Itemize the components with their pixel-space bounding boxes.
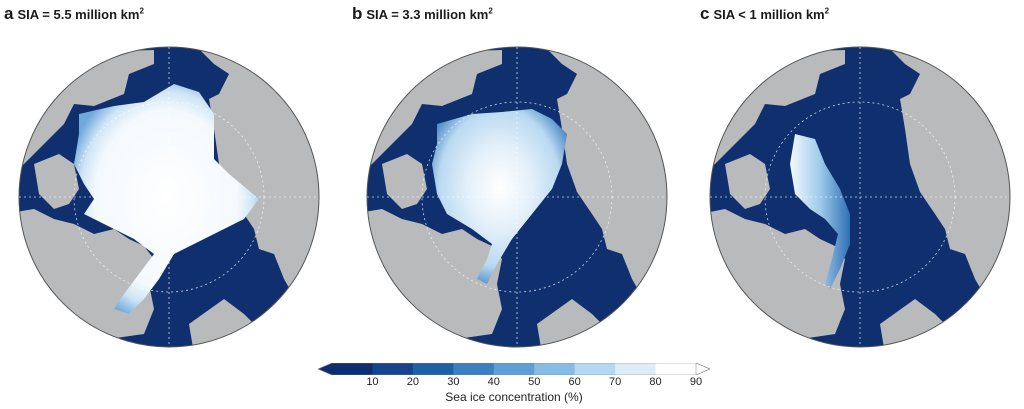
panel-letter: a — [4, 4, 14, 23]
colorbar-tick-label: 60 — [568, 376, 581, 388]
colorbar-tick-label: 90 — [689, 376, 703, 388]
panel-label: SIA = 3.3 million km2 — [366, 7, 492, 22]
colorbar-tick-label: 10 — [366, 376, 379, 388]
sea-ice-map-b — [366, 46, 668, 348]
sea-ice-extent — [790, 134, 850, 289]
colorbar-segment — [574, 363, 616, 375]
colorbar-tick-label: 70 — [608, 376, 622, 388]
colorbar-caption: Sea ice concentration (%) — [445, 390, 583, 404]
colorbar-segment — [372, 363, 414, 375]
colorbar-segment — [493, 363, 535, 375]
colorbar-tick-label: 20 — [406, 376, 419, 388]
panel-label-text: SIA = 3.3 million km — [366, 7, 489, 22]
panel-a: a SIA = 5.5 million km2 — [4, 0, 334, 355]
panel-label-text: SIA < 1 million km — [713, 7, 825, 22]
land-greenland — [725, 154, 770, 209]
panel-label-text: SIA = 5.5 million km — [17, 7, 140, 22]
colorbar-tick-label: 30 — [447, 376, 460, 388]
panel-c: c SIA < 1 million km2 — [700, 0, 1024, 355]
colorbar-segment — [412, 363, 454, 375]
colorbar-tick-label: 80 — [649, 376, 662, 388]
panel-b-title: b SIA = 3.3 million km2 — [352, 4, 493, 24]
panel-label-sup: 2 — [139, 6, 144, 16]
panel-b: b SIA = 3.3 million km2 — [352, 0, 682, 355]
colorbar-tick-label: 50 — [528, 376, 541, 388]
colorbar-segment — [615, 363, 657, 375]
colorbar-segment — [453, 363, 495, 375]
colorbar-segment — [534, 363, 576, 375]
panel-a-title: a SIA = 5.5 million km2 — [4, 4, 144, 24]
sea-ice-extent — [432, 109, 567, 284]
sea-ice-map-a — [18, 46, 320, 348]
colorbar-tick-label: 40 — [487, 376, 500, 388]
land-greenland — [382, 154, 427, 209]
panel-label-sup: 2 — [488, 6, 493, 16]
colorbar-scale — [317, 362, 711, 376]
panel-letter: b — [352, 4, 363, 23]
sea-ice-map-c — [709, 46, 1011, 348]
colorbar-tip-high — [695, 362, 711, 376]
panel-label: SIA < 1 million km2 — [713, 7, 829, 22]
colorbar-segment — [332, 363, 373, 375]
colorbar-segment — [655, 363, 697, 375]
panel-label: SIA = 5.5 million km2 — [17, 7, 143, 22]
panel-c-title: c SIA < 1 million km2 — [700, 4, 829, 24]
panel-letter: c — [700, 4, 710, 23]
land-greenland — [34, 154, 79, 209]
panel-label-sup: 2 — [824, 6, 830, 16]
colorbar-tip-low — [318, 363, 332, 375]
sea-ice-extent — [74, 84, 259, 314]
colorbar: 10 20 30 40 50 60 70 80 90 Sea ice concentration… — [317, 362, 711, 406]
